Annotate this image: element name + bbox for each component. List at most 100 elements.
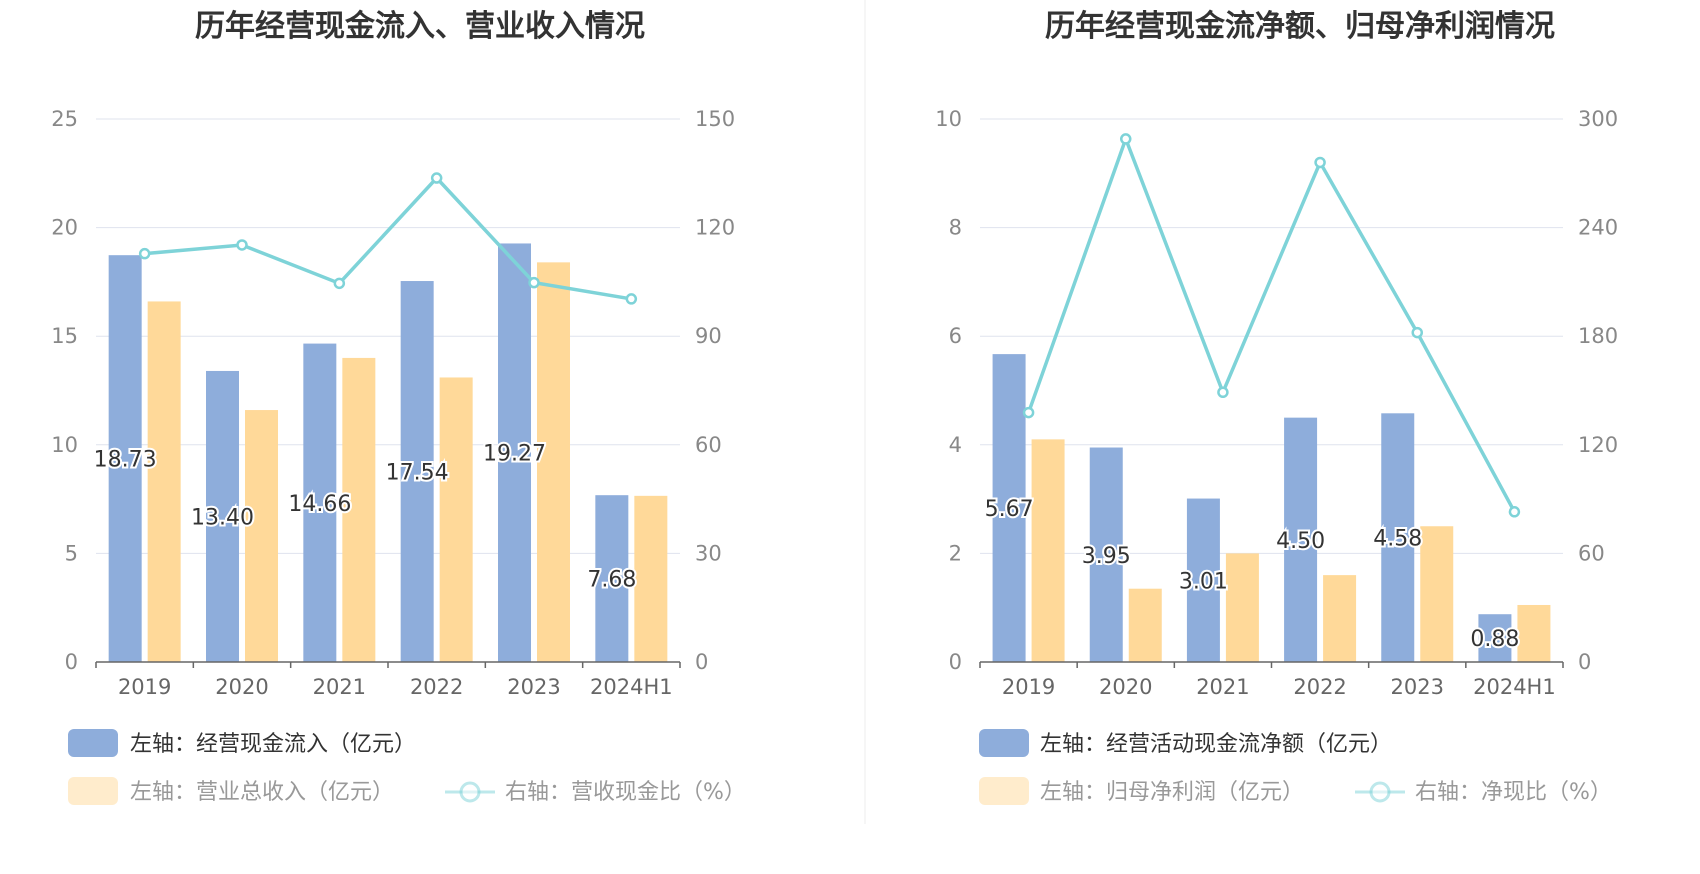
ratio-point-2021[interactable] [1217, 386, 1229, 399]
bar-primary-2020[interactable] [206, 370, 239, 662]
chart-title: 历年经营现金流净额、归母净利润情况 [1045, 9, 1555, 44]
ratio-point-2022[interactable] [430, 172, 443, 184]
right-axis-tick-label: 240 [1578, 216, 1618, 240]
legend-label: 左轴：经营活动现金流净额（亿元） [1040, 732, 1392, 757]
legend-item-primary-bar[interactable]: 左轴：经营现金流入（亿元） [68, 729, 416, 757]
x-axis-tick-label: 2024H1 [590, 675, 673, 699]
right-axis-tick-label: 90 [695, 324, 722, 348]
legend-label: 右轴：营收现金比（%） [505, 780, 746, 805]
ratio-point-2020[interactable] [1120, 133, 1132, 145]
ratio-point-2019[interactable] [1022, 406, 1035, 419]
bar-primary-2024H1[interactable] [1478, 614, 1512, 662]
legend-label: 左轴：经营现金流入（亿元） [130, 732, 416, 757]
bar-data-label: 7.68 [587, 568, 636, 593]
bar-secondary-2024H1[interactable] [634, 495, 668, 662]
left-axis-tick-label: 8 [949, 216, 962, 240]
bar-secondary-2024H1[interactable] [1517, 604, 1551, 662]
left-axis-tick-label: 25 [51, 107, 78, 131]
bar-data-label: 3.95 [1082, 544, 1131, 569]
ratio-point-2020[interactable] [236, 239, 248, 251]
ratio-line [144, 175, 632, 301]
bar-primary-2022[interactable] [400, 281, 434, 662]
legend-line-marker [459, 781, 481, 803]
ratio-point-2021[interactable] [333, 277, 346, 290]
legend-swatch [68, 777, 118, 805]
bar-data-label: 0.88 [1470, 627, 1519, 652]
bar-data-label: 17.54 [386, 461, 449, 486]
ratio-point-2022[interactable] [1314, 156, 1326, 169]
bar-data-label: 4.50 [1276, 529, 1325, 554]
legend-item-primary-bar[interactable]: 左轴：经营活动现金流净额（亿元） [979, 729, 1392, 757]
right-axis-tick-label: 180 [1578, 324, 1618, 348]
chart-panel-2: 历年经营现金流净额、归母净利润情况 0 2 4 6 8 10 0 60 120 180 240 300 2… [935, 9, 1618, 805]
ratio-point-2023[interactable] [1411, 326, 1423, 339]
left-axis-tick-label: 20 [51, 216, 78, 240]
bar-data-label: 5.67 [985, 497, 1034, 522]
left-axis-tick-label: 0 [949, 650, 962, 674]
x-axis-tick-label: 2022 [410, 675, 463, 699]
left-axis-tick-label: 5 [65, 541, 78, 565]
bar-secondary-2019[interactable] [1031, 439, 1065, 662]
x-axis-tick-label: 2024H1 [1473, 675, 1556, 699]
left-axis-tick-label: 2 [949, 541, 962, 565]
bar-data-label: 13.40 [191, 505, 254, 530]
right-axis-tick-label: 60 [1578, 541, 1605, 565]
bar-secondary-2022[interactable] [1323, 575, 1357, 662]
right-axis-tick-label: 0 [695, 650, 708, 674]
x-axis-tick-label: 2020 [1099, 675, 1152, 699]
bar-secondary-2023[interactable] [1420, 526, 1454, 662]
bar-primary-2023[interactable] [1381, 413, 1415, 662]
bar-secondary-2021[interactable] [1225, 553, 1259, 662]
ratio-point-2024H1[interactable] [625, 293, 638, 305]
left-axis-tick-label: 15 [51, 324, 78, 348]
bar-secondary-2023[interactable] [537, 262, 570, 662]
legend-item-secondary-bar[interactable]: 左轴：营业总收入（亿元） [68, 777, 394, 805]
legend: 左轴：经营活动现金流净额（亿元） 左轴：归母净利润（亿元） 右轴：净现比（%） [979, 729, 1612, 805]
left-axis-tick-label: 10 [51, 433, 78, 457]
bar-primary-2019[interactable] [108, 255, 142, 663]
chart-title: 历年经营现金流入、营业收入情况 [195, 9, 645, 44]
bar-data-label: 18.73 [94, 448, 157, 473]
left-axis-tick-label: 4 [949, 433, 962, 457]
bar-primary-2022[interactable] [1284, 417, 1318, 662]
x-axis-tick-label: 2019 [118, 675, 171, 699]
legend-item-line[interactable]: 右轴：净现比（%） [1355, 780, 1612, 805]
bar-secondary-2021[interactable] [342, 357, 376, 662]
bar-secondary-2020[interactable] [1128, 588, 1162, 662]
legend-item-line[interactable]: 右轴：营收现金比（%） [445, 780, 746, 805]
ratio-point-2024H1[interactable] [1508, 506, 1521, 518]
legend-label: 左轴：归母净利润（亿元） [1040, 780, 1304, 805]
bar-primary-2023[interactable] [498, 243, 531, 662]
x-axis-tick-label: 2023 [1391, 675, 1444, 699]
x-axis-tick-label: 2022 [1293, 675, 1346, 699]
legend-swatch [979, 777, 1029, 805]
x-axis-tick-label: 2020 [215, 675, 268, 699]
bar-primary-2024H1[interactable] [595, 495, 629, 662]
ratio-line [1026, 133, 1516, 513]
bar-data-label: 4.58 [1373, 527, 1422, 552]
x-axis-tick-label: 2021 [1196, 675, 1249, 699]
bar-data-label: 19.27 [483, 442, 546, 467]
bar-primary-2019[interactable] [992, 354, 1026, 662]
bar-secondary-2022[interactable] [439, 377, 473, 662]
right-axis-tick-label: 300 [1578, 107, 1618, 131]
ratio-point-2023[interactable] [528, 276, 540, 289]
legend-label: 左轴：营业总收入（亿元） [130, 780, 394, 805]
right-axis-tick-label: 60 [695, 433, 722, 457]
bar-primary-2021[interactable] [1186, 498, 1220, 662]
bar-data-label: 3.01 [1179, 569, 1228, 594]
right-axis-tick-label: 120 [1578, 433, 1618, 457]
bar-primary-2020[interactable] [1089, 447, 1123, 662]
legend-item-secondary-bar[interactable]: 左轴：归母净利润（亿元） [979, 777, 1304, 805]
chart-panel-1: 历年经营现金流入、营业收入情况 0 5 10 15 20 25 0 30 60 90 120 150 20… [51, 9, 746, 805]
ratio-point-2019[interactable] [138, 247, 151, 260]
legend-label: 右轴：净现比（%） [1415, 780, 1612, 805]
legend-swatch [979, 729, 1029, 757]
right-axis-tick-label: 0 [1578, 650, 1591, 674]
x-axis-tick-label: 2021 [313, 675, 366, 699]
bar-secondary-2020[interactable] [245, 410, 278, 662]
bar-primary-2021[interactable] [303, 343, 337, 662]
bar-secondary-2019[interactable] [147, 301, 181, 662]
right-axis-tick-label: 30 [695, 541, 722, 565]
